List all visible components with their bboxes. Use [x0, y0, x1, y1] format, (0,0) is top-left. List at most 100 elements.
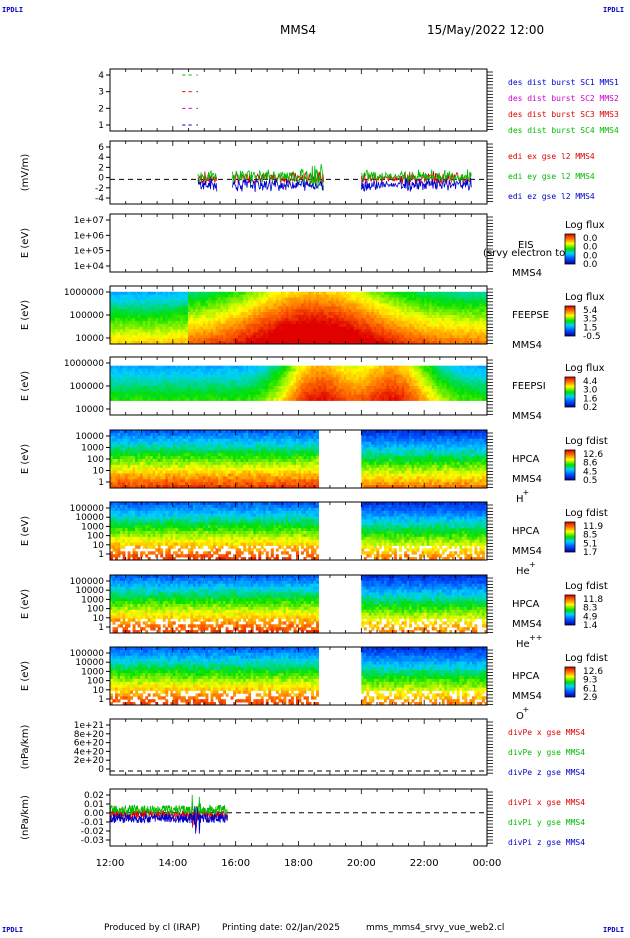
heatmap-cell — [407, 298, 410, 301]
heatmap-cell — [115, 298, 118, 301]
heatmap-cell — [434, 309, 437, 312]
heatmap-cell — [359, 295, 362, 298]
heatmap-cell — [457, 301, 460, 304]
heatmap-cell — [309, 383, 312, 386]
heatmap-cell — [384, 306, 387, 309]
heatmap-cell — [276, 386, 279, 389]
heatmap-cell — [404, 386, 407, 389]
heatmap-cell — [193, 383, 196, 386]
heatmap-cell — [369, 306, 372, 309]
heatmap-cell — [304, 330, 307, 333]
heatmap-cell — [419, 327, 422, 330]
heatmap-cell — [404, 372, 407, 375]
heatmap-cell — [148, 315, 151, 318]
heatmap-cell — [452, 335, 455, 338]
heatmap-cell — [449, 315, 452, 318]
heatmap-cell — [140, 318, 143, 321]
heatmap-cell — [120, 315, 123, 318]
heatmap-cell — [175, 335, 178, 338]
heatmap-cell — [356, 318, 359, 321]
heatmap-cell — [175, 324, 178, 327]
heatmap-cell — [113, 295, 116, 298]
heatmap-cell — [180, 327, 183, 330]
heatmap-cell — [243, 318, 246, 321]
heatmap-cell — [158, 338, 161, 341]
heatmap-cell — [158, 335, 161, 338]
heatmap-cell — [427, 318, 430, 321]
heatmap-cell — [231, 332, 234, 335]
heatmap-cell — [231, 318, 234, 321]
heatmap-cell — [459, 315, 462, 318]
heatmap-cell — [143, 398, 146, 401]
heatmap-cell — [306, 335, 309, 338]
heatmap-cell — [447, 318, 450, 321]
heatmap-cell — [402, 330, 405, 333]
heatmap-cell — [397, 398, 400, 401]
heatmap-cell — [251, 327, 254, 330]
heatmap-cell — [399, 369, 402, 372]
heatmap-cell — [153, 398, 156, 401]
heatmap-cell — [213, 369, 216, 372]
heatmap-cell — [447, 327, 450, 330]
heatmap-cell — [454, 369, 457, 372]
heatmap-cell — [364, 386, 367, 389]
heatmap-cell — [366, 330, 369, 333]
heatmap-cell — [477, 298, 480, 301]
y-tick-label: 1e+05 — [74, 247, 104, 257]
heatmap-cell — [193, 303, 196, 306]
heatmap-cell — [268, 312, 271, 315]
heatmap-cell — [402, 369, 405, 372]
heatmap-cell — [381, 318, 384, 321]
heatmap-cell — [140, 321, 143, 324]
heatmap-cell — [165, 366, 168, 369]
heatmap-cell — [447, 298, 450, 301]
heatmap-cell — [291, 389, 294, 392]
heatmap-cell — [346, 335, 349, 338]
heatmap-cell — [429, 321, 432, 324]
heatmap-cell — [449, 298, 452, 301]
heatmap-cell — [356, 383, 359, 386]
heatmap-cell — [256, 386, 259, 389]
heatmap-cell — [381, 306, 384, 309]
heatmap-cell — [115, 380, 118, 383]
heatmap-cell — [354, 309, 357, 312]
heatmap-cell — [296, 303, 299, 306]
heatmap-cell — [424, 380, 427, 383]
heatmap-cell — [369, 321, 372, 324]
heatmap-cell — [185, 306, 188, 309]
heatmap-cell — [125, 335, 128, 338]
heatmap-cell — [293, 318, 296, 321]
heatmap-cell — [422, 330, 425, 333]
heatmap-cell — [467, 377, 470, 380]
heatmap-cell — [462, 298, 465, 301]
heatmap-cell — [268, 321, 271, 324]
legend-entry: des dist burst SC4 MMS4 — [508, 126, 619, 135]
heatmap-cell — [376, 380, 379, 383]
heatmap-cell — [283, 377, 286, 380]
heatmap-cell — [457, 292, 460, 295]
heatmap-cell — [206, 306, 209, 309]
heatmap-cell — [170, 312, 173, 315]
heatmap-cell — [216, 389, 219, 392]
heatmap-cell — [469, 306, 472, 309]
heatmap-cell — [175, 332, 178, 335]
heatmap-cell — [258, 395, 261, 398]
heatmap-cell — [351, 335, 354, 338]
heatmap-cell — [248, 309, 251, 312]
heatmap-cell — [113, 372, 116, 375]
heatmap-cell — [143, 303, 146, 306]
heatmap-cell — [238, 315, 241, 318]
heatmap-cell — [462, 315, 465, 318]
heatmap-cell — [155, 386, 158, 389]
heatmap-cell — [319, 389, 322, 392]
heatmap-cell — [118, 369, 121, 372]
heatmap-cell — [437, 389, 440, 392]
heatmap-cell — [379, 369, 382, 372]
heatmap-cell — [115, 335, 118, 338]
heatmap-cell — [452, 327, 455, 330]
heatmap-cell — [268, 372, 271, 375]
heatmap-cell — [293, 324, 296, 327]
heatmap-cell — [479, 332, 482, 335]
heatmap-cell — [299, 338, 302, 341]
heatmap-cell — [296, 392, 299, 395]
